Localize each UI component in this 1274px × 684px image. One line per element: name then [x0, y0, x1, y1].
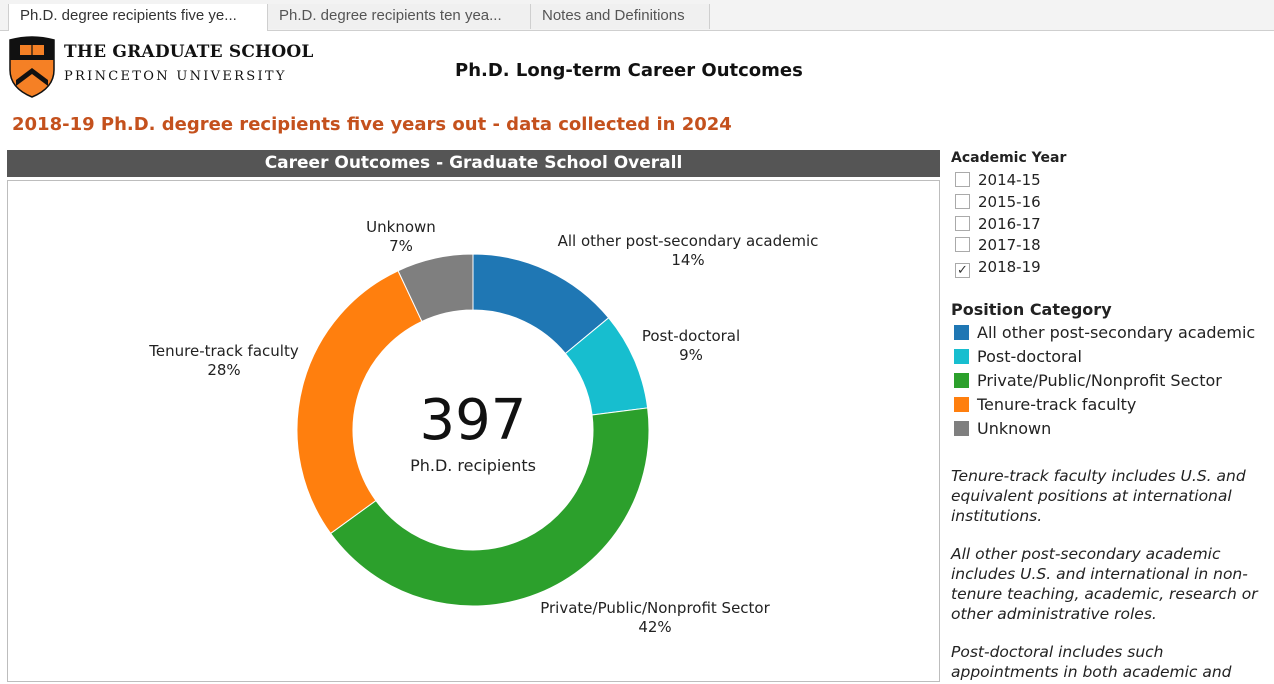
legend-label: All other post-secondary academic [977, 323, 1256, 342]
year-label: 2014-15 [978, 171, 1041, 189]
year-option-2014-15[interactable]: 2014-15 [955, 171, 1041, 191]
academic-year-title: Academic Year [951, 150, 1067, 166]
slice-label-tenure-pct: 28% [207, 361, 241, 379]
year-label: 2017-18 [978, 236, 1041, 254]
slice-label-tenure: Tenure-track faculty 28% [140, 342, 308, 380]
total-recipients-label: Ph.D. recipients [410, 456, 536, 475]
legend-swatch [954, 325, 969, 340]
year-option-2017-18[interactable]: 2017-18 [955, 236, 1041, 256]
slice-label-academic: All other post-secondary academic 14% [550, 232, 826, 270]
slice-label-sector-name: Private/Public/Nonprofit Sector [540, 599, 770, 617]
legend-item-unknown[interactable]: Unknown [954, 419, 1051, 439]
tab-notes-definitions[interactable]: Notes and Definitions [531, 4, 710, 29]
slice-label-postdoc: Post-doctoral 9% [636, 327, 746, 365]
checkbox-2014-15[interactable] [955, 172, 970, 187]
donut-slice-unknown[interactable] [397, 253, 474, 323]
slice-label-academic-name: All other post-secondary academic [557, 232, 819, 250]
slice-label-academic-pct: 14% [671, 251, 705, 269]
checkbox-2016-17[interactable] [955, 216, 970, 231]
slice-label-unknown: Unknown 7% [356, 218, 446, 256]
legend-label: Unknown [977, 419, 1052, 438]
donut-slice-private-public-nonprofit-sector[interactable] [329, 407, 650, 607]
chart-panel-title: Career Outcomes - Graduate School Overal… [7, 150, 940, 177]
tab-ten-years-out[interactable]: Ph.D. degree recipients ten yea... [268, 4, 531, 29]
sheet-tab-bar: Ph.D. degree recipients five ye... Ph.D.… [0, 0, 1274, 31]
checkbox-2018-19[interactable]: ✓ [955, 263, 970, 278]
slice-label-unknown-pct: 7% [389, 237, 413, 255]
slice-label-sector-pct: 42% [638, 618, 672, 636]
legend-swatch [954, 397, 969, 412]
legend-swatch [954, 349, 969, 364]
slice-label-tenure-name: Tenure-track faculty [149, 342, 299, 360]
legend-item-academic[interactable]: All other post-secondary academic [954, 323, 1255, 343]
checkbox-2015-16[interactable] [955, 194, 970, 209]
total-recipients-value: 397 [419, 388, 527, 453]
legend-item-sector[interactable]: Private/Public/Nonprofit Sector [954, 371, 1222, 391]
note-post-doctoral: Post-doctoral includes such appointments… [951, 643, 1232, 681]
year-option-2016-17[interactable]: 2016-17 [955, 215, 1041, 235]
page-title: Ph.D. Long-term Career Outcomes [455, 60, 803, 81]
legend-label: Private/Public/Nonprofit Sector [977, 371, 1222, 390]
note-tenure-track: Tenure-track faculty includes U.S. and e… [951, 467, 1246, 525]
year-label: 2018-19 [978, 258, 1041, 276]
slice-label-unknown-name: Unknown [366, 218, 436, 236]
princeton-shield-icon [9, 36, 55, 98]
note-post-secondary: All other post-secondary academic includ… [951, 545, 1258, 623]
slice-label-postdoc-pct: 9% [679, 346, 703, 364]
slice-label-postdoc-name: Post-doctoral [641, 327, 741, 345]
year-label: 2015-16 [978, 193, 1041, 211]
legend-swatch [954, 373, 969, 388]
checkbox-2017-18[interactable] [955, 237, 970, 252]
year-label: 2016-17 [978, 215, 1041, 233]
slice-label-sector: Private/Public/Nonprofit Sector 42% [530, 599, 780, 637]
tab-five-years-out[interactable]: Ph.D. degree recipients five ye... [8, 4, 268, 31]
donut-slice-tenure-track-faculty[interactable] [296, 270, 423, 535]
legend-item-tenure[interactable]: Tenure-track faculty [954, 395, 1136, 415]
legend-label: Tenure-track faculty [977, 395, 1137, 414]
legend-swatch [954, 421, 969, 436]
page-subtitle: 2018-19 Ph.D. degree recipients five yea… [12, 114, 732, 135]
legend-label: Post-doctoral [977, 347, 1082, 366]
position-category-title: Position Category [951, 300, 1112, 319]
logo-graduate-school: THE GRADUATE SCHOOL [64, 42, 314, 62]
year-option-2015-16[interactable]: 2015-16 [955, 193, 1041, 213]
year-option-2018-19[interactable]: ✓ 2018-19 [955, 258, 1041, 278]
logo-princeton-university: PRINCETON UNIVERSITY [64, 69, 287, 84]
legend-item-postdoc[interactable]: Post-doctoral [954, 347, 1082, 367]
